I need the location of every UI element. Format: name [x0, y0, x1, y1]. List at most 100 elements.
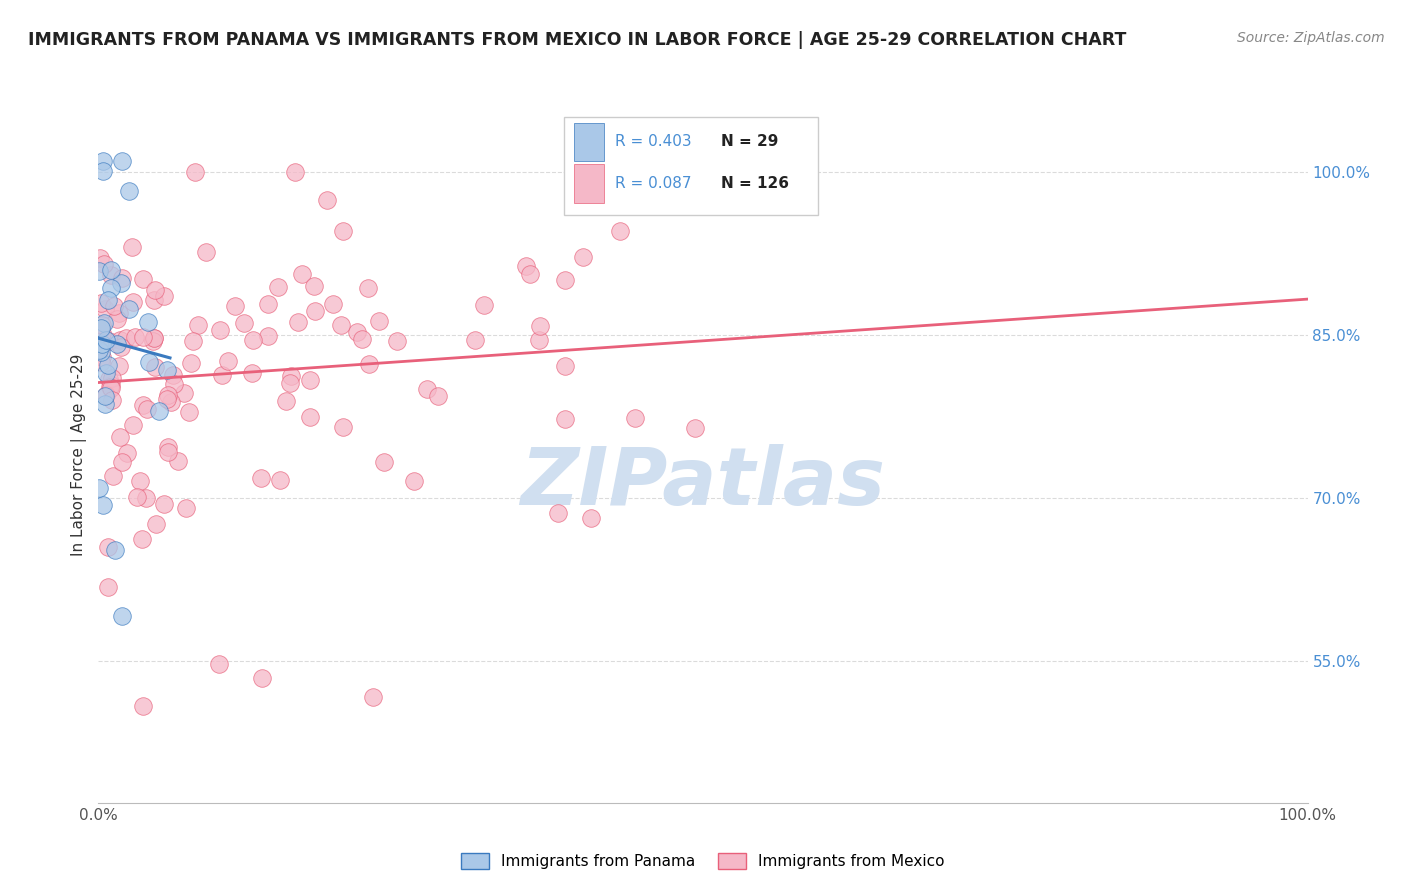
Point [90, 296, 112, 310]
Point [232, 316, 254, 330]
Point [315, 194, 337, 208]
Point [426, 389, 449, 403]
Point [357, 281, 380, 295]
Point [624, 411, 647, 425]
Point [515, 260, 537, 274]
Point [115, 331, 138, 345]
Text: Source: ZipAtlas.com: Source: ZipAtlas.com [1237, 31, 1385, 45]
Point [278, 376, 301, 391]
Point [100, 392, 122, 407]
Point [136, 402, 159, 417]
FancyBboxPatch shape [564, 118, 818, 215]
Point [90, 321, 112, 335]
Point [385, 334, 408, 348]
Text: ZIPatlas: ZIPatlas [520, 443, 886, 522]
Point [93, 316, 115, 330]
Point [91, 154, 114, 169]
Point [136, 315, 159, 329]
Point [121, 295, 143, 310]
Point [115, 445, 138, 459]
Point [527, 333, 550, 347]
Point [332, 419, 354, 434]
Point [581, 511, 603, 525]
Point [110, 334, 132, 348]
Point [128, 474, 150, 488]
Point [111, 455, 134, 469]
Point [529, 318, 551, 333]
Point [472, 298, 495, 312]
Point [143, 359, 166, 374]
Point [280, 368, 302, 383]
Point [96, 388, 118, 402]
Point [159, 395, 181, 409]
Point [110, 277, 132, 291]
Point [91, 326, 114, 340]
Point [100, 262, 122, 277]
Point [173, 386, 195, 401]
Point [94, 396, 117, 410]
Point [547, 506, 569, 520]
Point [142, 331, 165, 345]
Point [174, 500, 197, 515]
Point [87, 263, 110, 277]
Point [284, 165, 307, 179]
Point [572, 250, 595, 264]
Point [90, 355, 112, 369]
Text: R = 0.403: R = 0.403 [614, 135, 692, 149]
Point [93, 302, 115, 317]
Point [404, 474, 426, 488]
Point [252, 672, 274, 686]
Point [153, 497, 176, 511]
Point [304, 303, 326, 318]
Point [302, 279, 325, 293]
Point [97, 372, 120, 386]
Point [152, 289, 174, 303]
Point [89, 251, 111, 265]
Point [156, 392, 179, 406]
Point [110, 430, 132, 444]
Point [97, 293, 120, 308]
Point [157, 440, 180, 454]
Point [132, 698, 155, 713]
Point [257, 329, 280, 343]
Point [224, 299, 246, 313]
Point [142, 334, 165, 348]
Point [156, 387, 179, 401]
Point [208, 323, 231, 337]
Point [90, 345, 112, 359]
Point [89, 481, 111, 495]
Point [361, 690, 384, 704]
Point [145, 516, 167, 531]
Point [121, 240, 143, 254]
Point [148, 404, 170, 418]
Text: N = 126: N = 126 [721, 176, 789, 191]
Point [257, 297, 280, 311]
Point [100, 381, 122, 395]
Point [269, 473, 291, 487]
Point [104, 543, 127, 558]
Point [167, 454, 190, 468]
Point [330, 318, 353, 332]
Point [135, 491, 157, 506]
Legend: Immigrants from Panama, Immigrants from Mexico: Immigrants from Panama, Immigrants from … [456, 847, 950, 875]
Point [138, 355, 160, 369]
Point [322, 297, 344, 311]
Point [101, 371, 124, 385]
Point [105, 311, 128, 326]
Point [110, 154, 132, 169]
Point [94, 333, 117, 347]
Point [122, 417, 145, 432]
Point [298, 373, 321, 387]
Point [97, 580, 120, 594]
Point [155, 362, 177, 376]
Point [90, 318, 112, 333]
Point [415, 382, 437, 396]
Point [118, 302, 141, 317]
Point [368, 314, 391, 328]
Point [180, 356, 202, 370]
Point [207, 657, 229, 672]
Point [276, 394, 298, 409]
Point [100, 281, 122, 295]
Point [162, 368, 184, 382]
Point [359, 357, 381, 371]
